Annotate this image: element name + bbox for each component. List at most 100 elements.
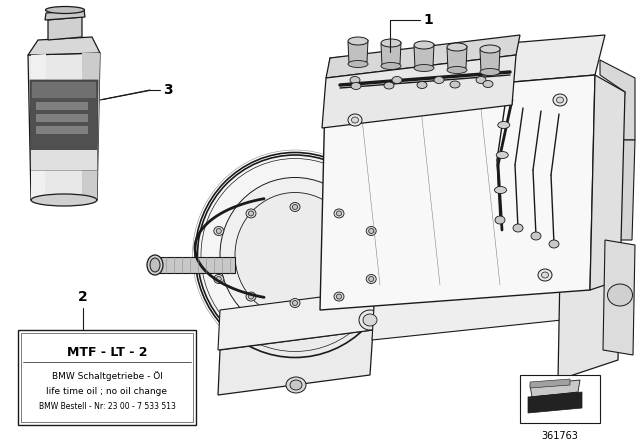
Ellipse shape [541,272,548,278]
Ellipse shape [334,209,344,218]
Ellipse shape [290,202,300,211]
Ellipse shape [447,43,467,51]
Bar [21,333,193,422]
Ellipse shape [290,380,302,390]
Ellipse shape [495,216,505,224]
Bar [18,330,196,425]
Text: BMW Bestell - Nr: 23 00 - 7 533 513: BMW Bestell - Nr: 23 00 - 7 533 513 [38,401,175,410]
Text: 2: 2 [78,290,88,304]
Polygon shape [218,330,373,395]
Ellipse shape [216,276,221,281]
Polygon shape [320,75,595,310]
Polygon shape [447,46,467,70]
Ellipse shape [384,82,394,89]
Polygon shape [155,257,235,273]
Ellipse shape [350,77,360,83]
Ellipse shape [363,314,377,326]
Polygon shape [558,250,620,380]
Polygon shape [31,150,97,170]
Ellipse shape [496,151,508,159]
Polygon shape [372,270,565,340]
Text: MTF - LT - 2: MTF - LT - 2 [67,345,147,358]
Ellipse shape [414,65,434,72]
Ellipse shape [369,228,374,233]
Ellipse shape [334,292,344,301]
Ellipse shape [147,255,163,275]
Ellipse shape [150,258,160,272]
Ellipse shape [480,69,500,76]
Ellipse shape [216,228,221,233]
Polygon shape [530,380,580,397]
Ellipse shape [31,194,97,206]
Ellipse shape [557,97,563,103]
Ellipse shape [235,193,355,318]
Polygon shape [31,54,46,200]
Text: life time oil ; no oil change: life time oil ; no oil change [47,387,168,396]
Ellipse shape [220,177,370,332]
Polygon shape [610,140,635,240]
Polygon shape [322,55,516,128]
Polygon shape [590,75,625,290]
Polygon shape [45,10,85,20]
Ellipse shape [292,204,298,210]
Polygon shape [30,80,98,170]
Polygon shape [348,40,368,64]
Ellipse shape [292,301,298,306]
Polygon shape [36,114,88,122]
Ellipse shape [366,227,376,236]
Ellipse shape [246,292,256,301]
Polygon shape [48,17,82,40]
Ellipse shape [246,209,256,218]
Ellipse shape [351,117,358,123]
Text: 1: 1 [423,13,433,27]
Ellipse shape [348,114,362,126]
Ellipse shape [483,81,493,87]
Ellipse shape [286,377,306,393]
Polygon shape [218,290,375,350]
Ellipse shape [498,121,509,129]
Text: BMW Schaltgetriebe - Öl: BMW Schaltgetriebe - Öl [52,371,163,381]
Ellipse shape [369,276,374,281]
Ellipse shape [480,45,500,53]
Polygon shape [325,35,605,98]
Polygon shape [381,42,401,66]
Polygon shape [32,82,96,98]
Ellipse shape [348,37,368,45]
Ellipse shape [549,240,559,248]
Polygon shape [36,102,88,110]
Ellipse shape [351,82,361,90]
Ellipse shape [290,298,300,307]
Ellipse shape [381,39,401,47]
Polygon shape [603,240,635,355]
Polygon shape [326,35,520,78]
Ellipse shape [417,82,427,89]
Polygon shape [414,44,434,68]
Text: 3: 3 [163,83,173,97]
Ellipse shape [248,211,253,216]
Ellipse shape [337,211,342,216]
Ellipse shape [553,94,567,106]
Ellipse shape [214,227,224,236]
Ellipse shape [392,77,402,83]
Polygon shape [480,48,500,72]
Polygon shape [36,126,88,134]
Polygon shape [28,53,100,200]
Ellipse shape [248,294,253,299]
Ellipse shape [531,232,541,240]
Ellipse shape [476,77,486,83]
Ellipse shape [450,81,460,88]
Ellipse shape [359,310,381,330]
Polygon shape [28,37,100,55]
Polygon shape [530,379,570,388]
Ellipse shape [538,269,552,281]
Ellipse shape [434,77,444,83]
Ellipse shape [45,7,84,13]
Ellipse shape [337,294,342,299]
Ellipse shape [198,155,392,355]
Polygon shape [600,60,635,140]
Ellipse shape [447,66,467,73]
Ellipse shape [381,63,401,69]
Ellipse shape [348,60,368,68]
Polygon shape [528,392,582,413]
Ellipse shape [366,275,376,284]
